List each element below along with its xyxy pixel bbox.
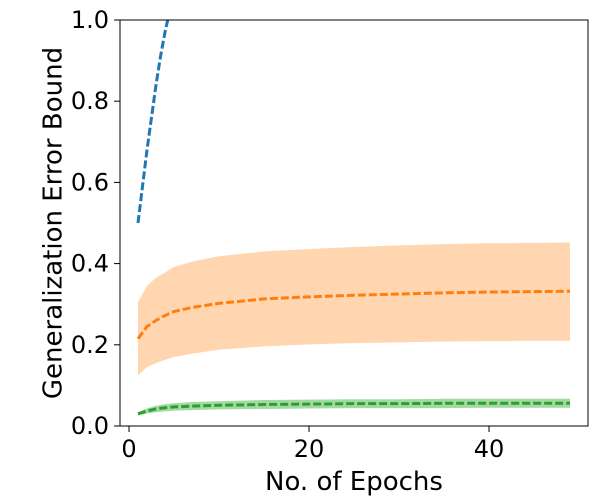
series-3-line bbox=[137, 401, 570, 416]
y-tick-label: 0.8 bbox=[71, 87, 109, 115]
y-tick-label: 1.0 bbox=[71, 6, 109, 34]
y-tick-label: 0.6 bbox=[71, 168, 109, 196]
confidence-bands bbox=[138, 242, 570, 416]
y-axis-label: Generalization Error Bound bbox=[39, 47, 69, 399]
x-tick-label: 20 bbox=[294, 435, 325, 463]
y-tick-label: 0.2 bbox=[71, 331, 109, 359]
x-tick-label: 40 bbox=[474, 435, 505, 463]
y-axis: 0.0 0.2 0.4 0.6 0.8 1.0 bbox=[71, 6, 120, 440]
series-1-line bbox=[136, 20, 170, 224]
x-axis: 0 20 40 bbox=[121, 426, 504, 463]
series-lines bbox=[136, 20, 571, 416]
y-tick-label: 0.0 bbox=[71, 412, 109, 440]
x-tick-label: 0 bbox=[121, 435, 136, 463]
plot-frame bbox=[119, 19, 589, 427]
series-2-band bbox=[138, 242, 570, 376]
series-2-line bbox=[136, 289, 571, 340]
x-axis-label: No. of Epochs bbox=[265, 467, 443, 497]
series-3-band bbox=[138, 398, 570, 416]
y-tick-label: 0.4 bbox=[71, 250, 109, 278]
